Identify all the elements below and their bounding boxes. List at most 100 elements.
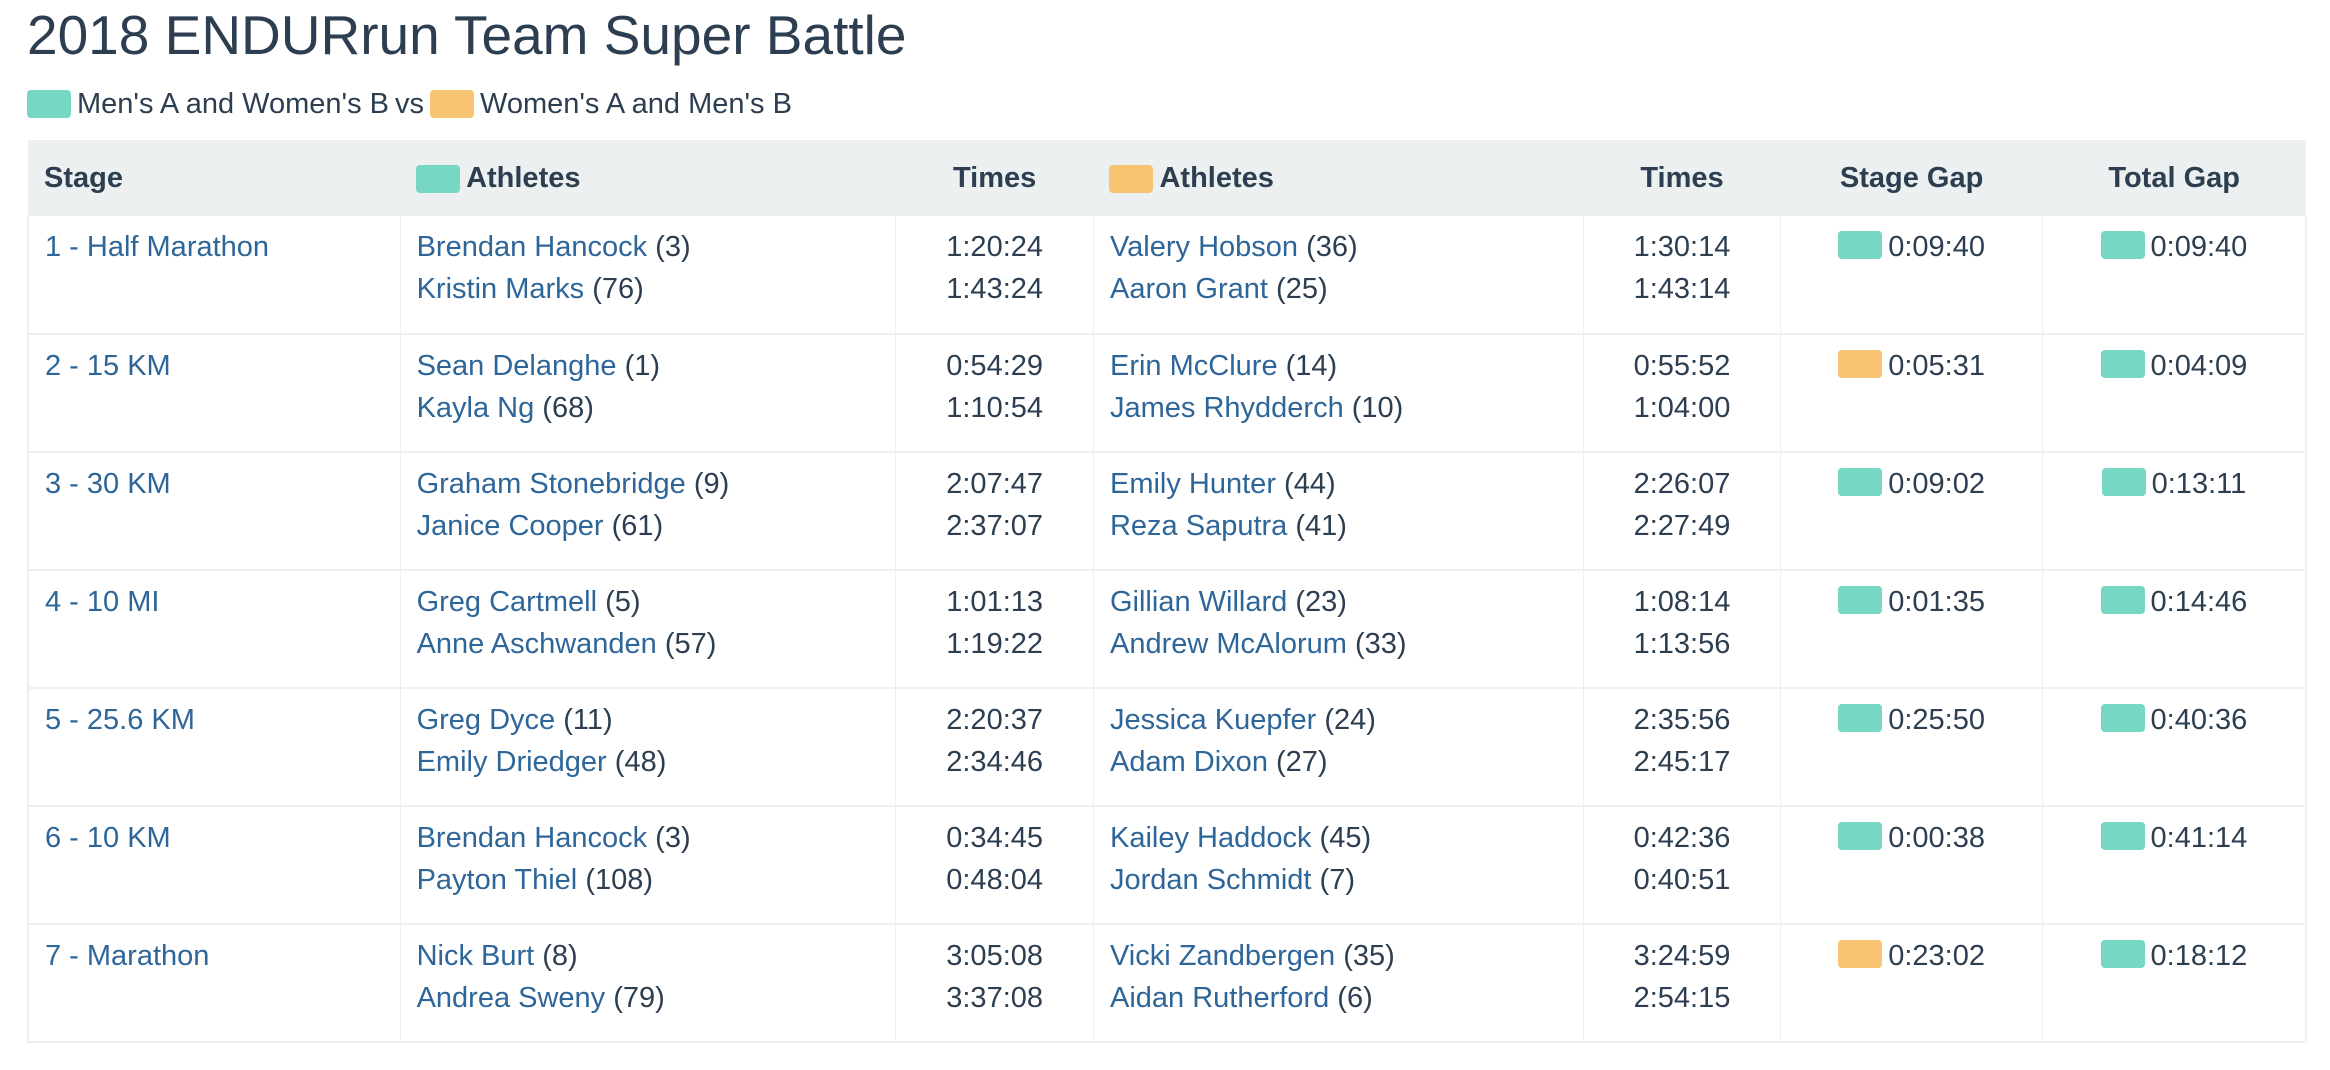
gap-time: 0:18:12 [2150, 940, 2248, 972]
table-row: 2 - 15 KM Sean Delanghe (1) Kayla Ng (68) 0… [26, 334, 2307, 453]
athlete-entry: Valery Hobson (36) [1110, 226, 1567, 268]
team-b-times-cell: 0:42:36 0:40:51 [1582, 806, 1781, 925]
athlete-entry: Payton Thiel (108) [417, 859, 880, 901]
athlete-link[interactable]: James Rhydderch [1109, 392, 1344, 424]
stage-link[interactable]: 1 - Half Marathon [45, 231, 270, 263]
team-a-times-cell: 3:05:08 3:37:08 [895, 924, 1094, 1043]
total-gap-value: 0:14:46 [2059, 581, 2289, 623]
athlete-entry: Vicki Zandbergen (35) [1110, 935, 1567, 977]
athlete-link[interactable]: Andrew McAlorum [1109, 628, 1347, 660]
gap-time: 0:13:11 [2151, 468, 2247, 500]
athlete-time: 2:34:46 [946, 746, 1044, 778]
athlete-time: 0:55:52 [1633, 350, 1731, 382]
leader-color-swatch [2100, 231, 2145, 260]
athlete-link[interactable]: Jordan Schmidt [1109, 864, 1312, 896]
page-title: 2018 ENDURrun Team Super Battle [27, 4, 907, 66]
stage-link[interactable]: 7 - Marathon [45, 940, 210, 972]
stage-link[interactable]: 4 - 10 MI [45, 586, 160, 618]
stage-cell: 2 - 15 KM [26, 334, 401, 453]
team-b-times-cell: 1:08:14 1:13:56 [1582, 570, 1781, 689]
athlete-rank: (68) [542, 392, 594, 424]
athlete-link[interactable]: Greg Cartmell [416, 586, 598, 618]
athlete-rank: (61) [611, 510, 664, 542]
stage-gap-value: 0:05:31 [1797, 345, 2026, 387]
athlete-rank: (9) [693, 468, 730, 500]
athlete-link[interactable]: Reza Saputra [1109, 510, 1288, 542]
athlete-time: 0:54:29 [946, 350, 1044, 382]
total-gap-value: 0:18:12 [2059, 935, 2289, 977]
athlete-entry: Reza Saputra (41) [1110, 505, 1567, 547]
athlete-link[interactable]: Emily Hunter [1109, 468, 1276, 500]
header-team-b-athletes-label: Athletes [1159, 161, 1274, 194]
stage-link[interactable]: 5 - 25.6 KM [45, 704, 195, 736]
athlete-link[interactable]: Erin McClure [1109, 350, 1278, 382]
team-a-times-cell: 2:20:37 2:34:46 [895, 688, 1094, 807]
header-stage-gap: Stage Gap [1780, 140, 2043, 216]
athlete-link[interactable]: Nick Burt [416, 940, 535, 972]
athlete-rank: (3) [655, 231, 691, 263]
athlete-link[interactable]: Payton Thiel [416, 864, 578, 896]
athlete-link[interactable]: Graham Stonebridge [416, 468, 686, 500]
gap-time: 0:00:38 [1888, 822, 1985, 854]
athlete-link[interactable]: Kailey Haddock [1109, 822, 1312, 854]
leader-color-swatch [1838, 468, 1883, 497]
athlete-link[interactable]: Aidan Rutherford [1109, 982, 1330, 1014]
athlete-link[interactable]: Brendan Hancock [416, 231, 648, 263]
gap-time: 0:09:40 [2150, 231, 2248, 263]
stage-cell: 7 - Marathon [26, 924, 401, 1043]
stage-cell: 3 - 30 KM [26, 452, 401, 571]
stage-link[interactable]: 2 - 15 KM [45, 350, 171, 382]
athlete-entry: Emily Driedger (48) [417, 741, 880, 783]
athlete-link[interactable]: Emily Driedger [416, 746, 607, 778]
stage-link[interactable]: 6 - 10 KM [45, 822, 171, 854]
athlete-rank: (48) [614, 746, 667, 778]
athlete-time: 1:13:56 [1633, 628, 1731, 660]
leader-color-swatch [1838, 940, 1883, 969]
athlete-rank: (79) [613, 982, 665, 1014]
team-b-athletes-cell: Gillian Willard (23) Andrew McAlorum (33) [1092, 570, 1584, 689]
athlete-link[interactable]: Sean Delanghe [416, 350, 617, 382]
stage-link[interactable]: 3 - 30 KM [45, 468, 171, 500]
total-gap-value: 0:13:11 [2059, 463, 2289, 505]
athlete-time: 1:43:14 [1633, 273, 1731, 305]
total-gap-cell: 0:14:46 [2041, 570, 2307, 689]
athlete-time: 1:10:54 [946, 392, 1044, 424]
team-legend: Men's A and Women's B vs Women's A and M… [27, 84, 792, 124]
athlete-link[interactable]: Kristin Marks [416, 273, 585, 305]
athlete-entry: Gillian Willard (23) [1110, 581, 1567, 623]
team-a-times-cell: 2:07:47 2:37:07 [895, 452, 1094, 571]
team-b-athletes-cell: Erin McClure (14) James Rhydderch (10) [1092, 334, 1584, 453]
leader-color-swatch [2100, 350, 2145, 379]
athlete-link[interactable]: Andrea Sweny [416, 982, 606, 1014]
gap-time: 0:25:50 [1888, 704, 1985, 736]
stage-gap-value: 0:00:38 [1797, 817, 2026, 859]
athlete-link[interactable]: Jessica Kuepfer [1109, 704, 1317, 736]
athlete-link[interactable]: Valery Hobson [1109, 231, 1299, 263]
athlete-entry: Emily Hunter (44) [1110, 463, 1567, 505]
total-gap-value: 0:09:40 [2059, 226, 2289, 268]
athlete-link[interactable]: Anne Aschwanden [416, 628, 657, 660]
athlete-link[interactable]: Gillian Willard [1109, 586, 1288, 618]
team-a-times-cell: 0:54:29 1:10:54 [895, 334, 1094, 453]
athlete-link[interactable]: Kayla Ng [416, 392, 535, 424]
athlete-link[interactable]: Vicki Zandbergen [1109, 940, 1336, 972]
athlete-link[interactable]: Janice Cooper [416, 510, 604, 542]
stage-gap-cell: 0:00:38 [1780, 806, 2043, 925]
table-header-row: Stage Athletes Times Athletes Times Stag… [28, 140, 2306, 216]
athlete-link[interactable]: Brendan Hancock [416, 822, 648, 854]
athlete-link[interactable]: Aaron Grant [1109, 273, 1268, 305]
team-b-times-cell: 3:24:59 2:54:15 [1582, 924, 1781, 1043]
athlete-entry: Aaron Grant (25) [1110, 268, 1567, 310]
team-b-athletes-cell: Kailey Haddock (45) Jordan Schmidt (7) [1092, 806, 1584, 925]
athlete-link[interactable]: Greg Dyce [416, 704, 556, 736]
athlete-link[interactable]: Adam Dixon [1109, 746, 1268, 778]
athlete-entry: Brendan Hancock (3) [417, 817, 880, 859]
table-row: 1 - Half Marathon Brendan Hancock (3) Kris… [26, 216, 2307, 335]
team-b-athletes-cell: Jessica Kuepfer (24) Adam Dixon (27) [1092, 688, 1584, 807]
athlete-rank: (45) [1319, 822, 1372, 854]
team-b-times-cell: 0:55:52 1:04:00 [1582, 334, 1781, 453]
athlete-entry: Kailey Haddock (45) [1110, 817, 1567, 859]
athlete-entry: Anne Aschwanden (57) [417, 623, 880, 665]
athlete-rank: (6) [1337, 982, 1373, 1014]
leader-color-swatch [1838, 822, 1883, 851]
